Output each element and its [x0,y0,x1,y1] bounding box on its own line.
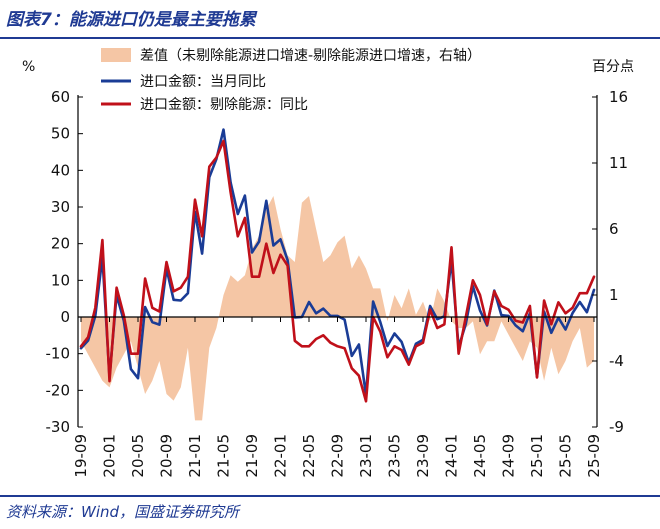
area-layer [81,196,594,421]
series-area-diff [81,196,594,421]
right-tick-label: -4 [609,352,624,370]
x-tick-label: 20-05 [129,434,147,478]
figure-title: 图表7：能源进口仍是最主要拖累 [6,10,256,30]
left-tick-label: 10 [51,271,70,289]
left-tick-label: -30 [46,418,71,436]
right-tick-label: -9 [609,418,624,436]
source-divider [0,495,660,497]
x-tick-label: 22-01 [272,434,290,478]
left-axis-unit: % [22,59,35,75]
x-tick-label: 25-01 [528,434,546,478]
left-tick-label: 30 [51,198,70,216]
legend-label: 进口金额：当月同比 [140,74,266,90]
right-tick-label: 1 [609,286,619,304]
x-tick-label: 21-05 [215,434,233,478]
x-tick-label: 20-01 [101,434,119,478]
right-tick-label: 11 [609,154,628,172]
left-tick-label: 50 [51,125,70,143]
x-tick-label: 23-01 [357,434,375,478]
x-tick-label: 24-05 [471,434,489,478]
legend-swatch-area [101,48,131,62]
x-tick-label: 22-09 [329,434,347,478]
x-tick-label: 23-05 [386,434,404,478]
x-tick-label: 25-09 [585,434,603,478]
left-tick-label: 40 [51,161,70,179]
legend-label: 差值（未剔除能源进口增速-剔除能源进口增速，右轴） [140,48,481,64]
line-layer [79,128,596,403]
legend-label: 进口金额：剔除能源：同比 [140,97,308,113]
left-tick-label: 60 [51,88,70,106]
left-tick-label: -10 [46,345,71,363]
right-tick-label: 16 [609,88,628,106]
x-tick-label: 21-01 [186,434,204,478]
x-tick-label: 19-09 [72,434,90,478]
legend: 差值（未剔除能源进口增速-剔除能源进口增速，右轴） 进口金额：当月同比进口金额：剔… [101,48,481,113]
source-note: 资料来源：Wind，国盛证券研究所 [6,503,240,521]
x-tick-label: 24-01 [443,434,461,478]
title-divider [0,37,660,39]
x-tick-label: 24-09 [500,434,518,478]
left-tick-label: -20 [46,381,71,399]
left-tick-label: 20 [51,235,70,253]
title-bar: 图表7：能源进口仍是最主要拖累 [0,0,660,40]
x-tick-label: 25-05 [557,434,575,478]
left-tick-label: 0 [60,308,70,326]
x-tick-label: 20-09 [158,434,176,478]
x-tick-label: 22-05 [300,434,318,478]
x-tick-label: 23-09 [414,434,432,478]
right-axis-unit: 百分点 [592,59,634,75]
x-tick-label: 21-09 [243,434,261,478]
series-line-ex-energy [79,139,596,403]
right-tick-label: 6 [609,220,619,238]
axis-layer [77,95,598,428]
